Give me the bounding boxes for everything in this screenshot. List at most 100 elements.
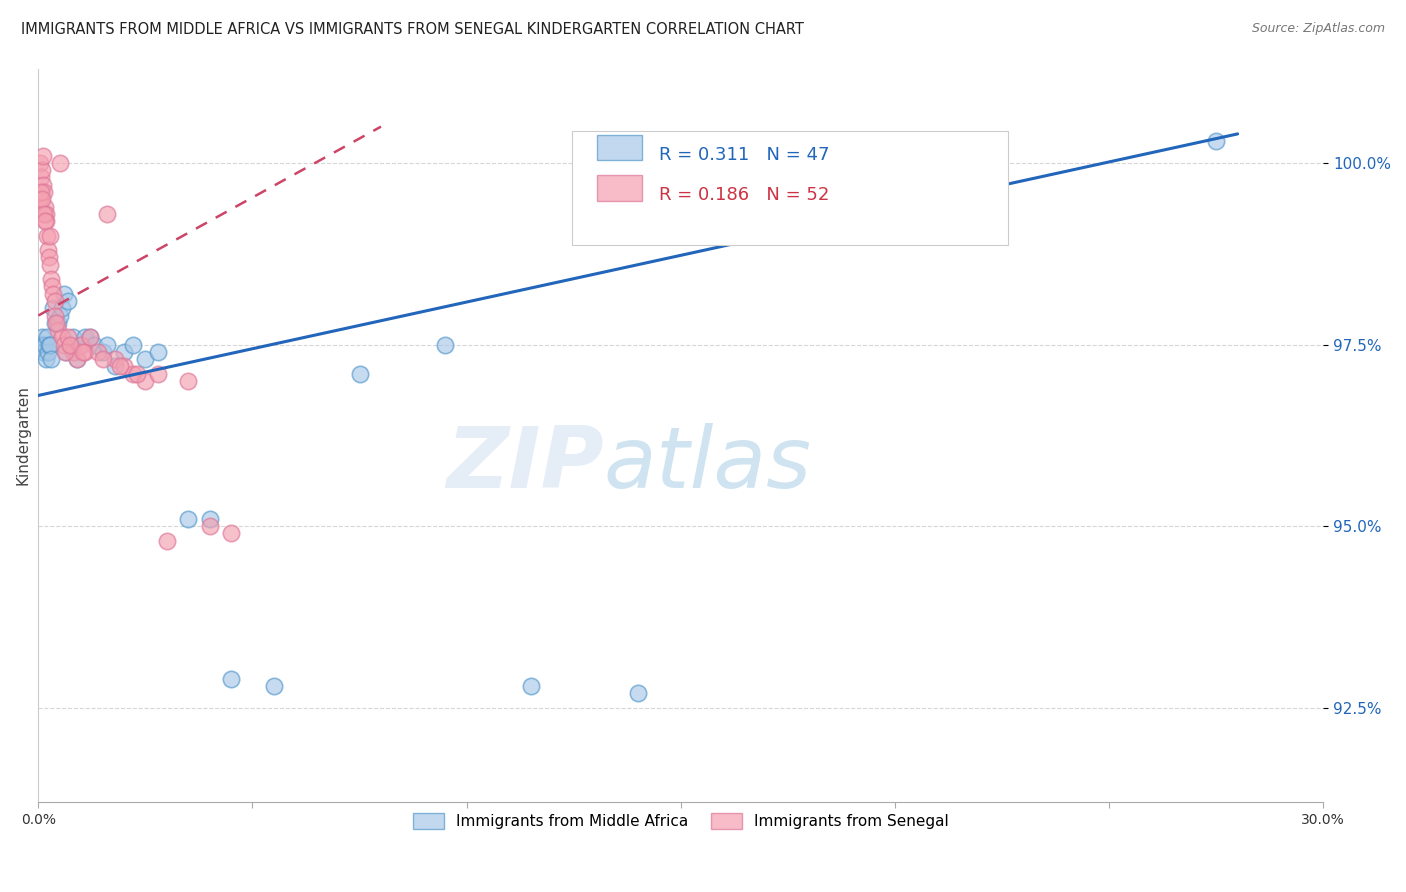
Point [96,207,118,221]
Point [34,214,56,228]
Point [41,279,63,293]
Point [39,337,62,351]
Point [79,330,101,344]
Point [104,359,127,374]
Point [72,344,94,359]
Point [31,149,53,163]
Point [1205,134,1227,148]
Point [37,243,59,257]
Point [31,192,53,206]
Point [156,533,179,548]
Point [66,352,89,367]
Text: atlas: atlas [603,423,811,507]
Point [39,272,62,286]
Point [53,286,76,301]
Point [177,512,200,526]
Point [148,367,170,381]
Point [39,228,62,243]
Point [28,192,51,206]
Point [42,301,65,316]
Point [38,258,60,272]
Point [198,519,221,533]
FancyBboxPatch shape [598,135,643,161]
Point [31,163,53,178]
Point [48,156,70,170]
Point [434,337,457,351]
Point [35,330,58,344]
Point [83,337,105,351]
Point [31,337,53,351]
Point [70,337,93,351]
Point [59,337,82,351]
Point [30,170,52,185]
Point [66,352,89,367]
Point [32,178,55,192]
Point [219,672,242,686]
Point [627,686,650,700]
Point [91,352,114,367]
Point [87,344,110,359]
Point [104,352,127,367]
Point [32,185,55,199]
Text: 30.0%: 30.0% [1302,814,1346,827]
Point [38,251,60,265]
Point [96,337,118,351]
Point [51,301,73,316]
Point [31,330,53,344]
Point [37,344,59,359]
Point [46,323,69,337]
FancyBboxPatch shape [572,131,1008,244]
Point [34,207,56,221]
Point [55,344,77,359]
Point [75,330,97,344]
Point [70,337,93,351]
Point [121,337,143,351]
Point [198,512,221,526]
Y-axis label: Kindergarten: Kindergarten [15,385,30,485]
Point [34,207,56,221]
Point [125,367,148,381]
Point [75,344,97,359]
Point [58,330,80,344]
Point [112,344,135,359]
Point [30,156,52,170]
Point [58,293,80,308]
Text: R = 0.311   N = 47: R = 0.311 N = 47 [659,145,830,163]
Point [48,309,70,323]
Text: ZIP: ZIP [446,423,603,507]
Point [35,352,58,367]
Point [34,200,56,214]
Point [38,337,60,351]
Point [263,679,285,693]
Point [62,344,84,359]
Point [32,344,55,359]
Point [45,316,67,330]
Point [30,337,52,351]
Point [520,679,543,693]
Point [44,309,66,323]
Point [134,352,156,367]
Point [134,374,156,388]
Point [44,316,66,330]
Text: R = 0.186   N = 52: R = 0.186 N = 52 [659,186,830,204]
Point [108,359,131,374]
Point [35,228,58,243]
Point [148,344,170,359]
Point [30,185,52,199]
Point [349,367,371,381]
Point [219,526,242,541]
Point [39,352,62,367]
Text: Source: ZipAtlas.com: Source: ZipAtlas.com [1251,22,1385,36]
Point [62,330,84,344]
Point [42,286,65,301]
Point [63,344,86,359]
Point [91,344,114,359]
Text: IMMIGRANTS FROM MIDDLE AFRICA VS IMMIGRANTS FROM SENEGAL KINDERGARTEN CORRELATIO: IMMIGRANTS FROM MIDDLE AFRICA VS IMMIGRA… [21,22,804,37]
Point [177,374,200,388]
Point [53,337,76,351]
Point [44,293,66,308]
Text: 0.0%: 0.0% [21,814,56,827]
Point [53,344,76,359]
FancyBboxPatch shape [598,175,643,201]
Point [112,359,135,374]
